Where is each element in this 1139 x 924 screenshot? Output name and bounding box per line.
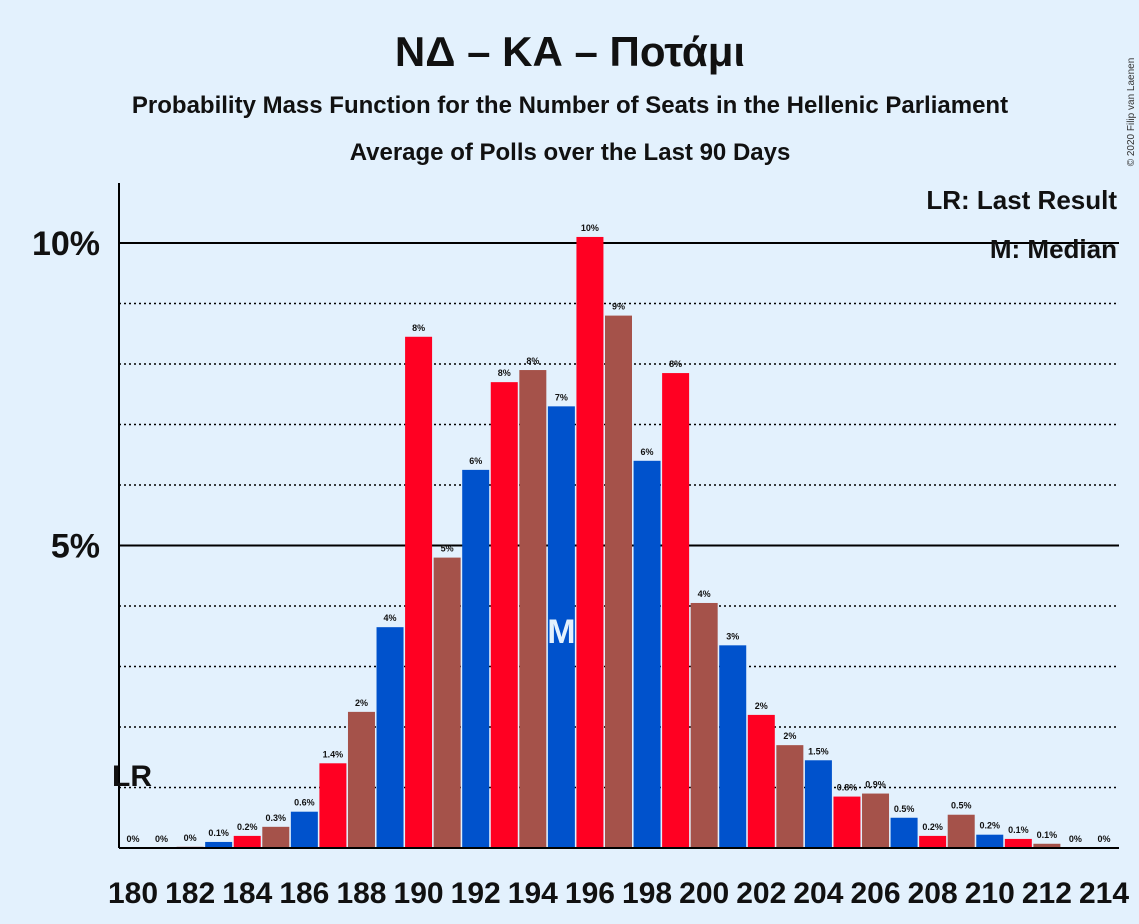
legend-median: M: Median: [990, 234, 1117, 264]
x-tick-label: 190: [394, 877, 444, 910]
chart-title: ΝΔ – ΚΑ – Ποτάμι: [395, 28, 745, 75]
data-label: 0.1%: [1008, 825, 1029, 835]
data-label: 6%: [469, 456, 482, 466]
bar: [804, 760, 832, 848]
data-label: 0%: [126, 834, 139, 844]
bar: [719, 645, 747, 848]
x-tick-label: 192: [451, 877, 501, 910]
data-label: 0.8%: [837, 783, 858, 793]
data-label: 0.2%: [922, 822, 943, 832]
bar: [233, 835, 261, 848]
x-tick-label: 214: [1079, 877, 1129, 910]
data-label: 0.1%: [1037, 830, 1058, 840]
x-tick-label: 212: [1022, 877, 1072, 910]
bar: [690, 602, 718, 848]
data-label: 8%: [412, 323, 425, 333]
data-label: 0.1%: [208, 828, 229, 838]
bar: [947, 814, 975, 848]
bar: [462, 469, 490, 848]
bar: [319, 763, 347, 848]
data-label: 0%: [184, 833, 197, 843]
bar: [262, 826, 290, 848]
bar: [976, 834, 1004, 848]
y-tick-label: 10%: [32, 225, 100, 263]
x-tick-label: 198: [622, 877, 672, 910]
last-result-marker: LR: [112, 760, 152, 793]
data-label: 0.9%: [865, 780, 886, 790]
y-tick-labels: 5% 10%: [32, 225, 100, 566]
x-tick-label: 194: [508, 877, 558, 910]
bar: [633, 460, 661, 848]
bar: [576, 236, 604, 848]
bar: [547, 406, 575, 848]
chart-subtitle: Probability Mass Function for the Number…: [132, 92, 1008, 119]
data-label: 2%: [783, 731, 796, 741]
data-label: 1.4%: [323, 749, 344, 759]
x-tick-label: 204: [793, 877, 843, 910]
bar: [433, 557, 461, 848]
data-label: 0%: [155, 834, 168, 844]
chart-subtitle-2: Average of Polls over the Last 90 Days: [350, 139, 791, 166]
x-tick-label: 182: [165, 877, 215, 910]
data-label: 0%: [1097, 834, 1110, 844]
data-label: 0.6%: [294, 798, 315, 808]
bars: [176, 236, 1061, 849]
bar: [605, 315, 632, 849]
x-tick-label: 196: [565, 877, 615, 910]
x-tick-label: 188: [336, 877, 386, 910]
x-tick-label: 206: [850, 877, 900, 910]
data-label: 9%: [612, 302, 625, 312]
data-label: 6%: [641, 447, 654, 457]
data-label: 10%: [581, 223, 599, 233]
data-label: 4%: [698, 589, 711, 599]
data-label: 0.5%: [894, 804, 915, 814]
data-label: 7%: [555, 392, 568, 402]
bar: [862, 793, 890, 848]
median-marker: M: [547, 613, 575, 651]
bar: [1004, 838, 1032, 848]
data-labels: 0% 0% 0% 0.1% 0.2% 0.3% 0.6% 1.4% 2% 4% 8% 5% 6% 8% 8%…: [126, 223, 1110, 844]
bar: [833, 796, 861, 848]
bar: [405, 336, 433, 848]
data-label: 5%: [441, 544, 454, 554]
x-tick-label: 186: [279, 877, 329, 910]
data-label: 0%: [1069, 834, 1082, 844]
bar: [890, 817, 918, 848]
data-label: 8%: [498, 368, 511, 378]
bar: [347, 711, 375, 848]
bar: [776, 745, 804, 848]
legend-last-result: LR: Last Result: [926, 185, 1117, 215]
bar: [490, 382, 518, 848]
data-label: 0.2%: [980, 821, 1001, 831]
x-tick-label: 208: [908, 877, 958, 910]
bar: [376, 627, 404, 848]
data-label: 2%: [755, 701, 768, 711]
bar: [205, 841, 233, 848]
data-label: 2%: [355, 698, 368, 708]
bar: [919, 835, 947, 848]
bar: [747, 714, 775, 848]
data-label: 1.5%: [808, 746, 829, 756]
x-tick-label: 202: [736, 877, 786, 910]
x-tick-label: 200: [679, 877, 729, 910]
data-label: 8%: [526, 356, 539, 366]
y-tick-label: 5%: [51, 528, 100, 566]
data-label: 0.5%: [951, 801, 972, 811]
x-tick-label: 180: [108, 877, 158, 910]
bar: [1033, 843, 1061, 848]
data-label: 3%: [726, 631, 739, 641]
bar: [290, 811, 318, 848]
bar: [662, 373, 690, 848]
x-tick-label: 210: [965, 877, 1015, 910]
x-tick-label: 184: [222, 877, 272, 910]
data-label: 0.2%: [237, 822, 258, 832]
x-tick-labels: 180 182 184 186 188 190 192 194 196 198 200 202 204 2…: [108, 877, 1129, 910]
copyright-notice: © 2020 Filip van Laenen: [1126, 58, 1137, 167]
data-label: 0.3%: [266, 813, 287, 823]
bar: [519, 370, 547, 848]
data-label: 4%: [384, 613, 397, 623]
data-label: 8%: [669, 359, 682, 369]
